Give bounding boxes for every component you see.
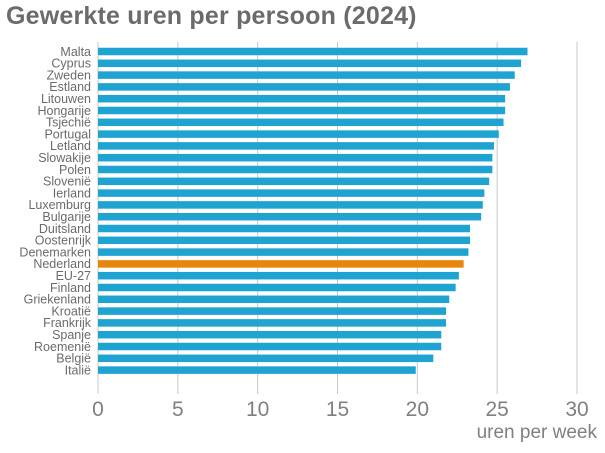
- bar-ierland: [98, 189, 485, 197]
- bar-bulgarije: [98, 212, 482, 221]
- category-label-polen: Polen: [59, 163, 91, 177]
- x-tick-label-30: 30: [565, 398, 588, 421]
- bar-nederland: [98, 260, 464, 268]
- bar-luxemburg: [98, 201, 483, 209]
- category-label-roemeni-: Roemenië: [34, 340, 91, 354]
- category-label-denemarken: Denemarken: [19, 245, 91, 259]
- category-label-frankrijk: Frankrijk: [43, 316, 92, 330]
- bar-estland: [98, 83, 510, 91]
- bar-litouwen: [98, 94, 506, 103]
- bar-duitsland: [98, 224, 471, 233]
- category-label-hongarije: Hongarije: [37, 104, 91, 118]
- category-label-itali-: Italië: [65, 363, 91, 377]
- category-label-belgi-: België: [56, 352, 91, 366]
- category-label-estland: Estland: [49, 80, 91, 94]
- category-label-cyprus: Cyprus: [51, 57, 91, 71]
- category-label-griekenland: Griekenland: [24, 293, 91, 307]
- bar-malta: [98, 47, 528, 56]
- x-tick-label-20: 20: [406, 398, 429, 421]
- category-label-slowakije: Slowakije: [38, 151, 91, 165]
- category-label-finland: Finland: [50, 281, 91, 295]
- x-tick-label-10: 10: [246, 398, 269, 421]
- chart-title: Gewerkte uren per persoon (2024): [6, 2, 417, 30]
- bar-hongarije: [98, 106, 506, 115]
- bar-denemarken: [98, 248, 469, 256]
- bar-oostenrijk: [98, 236, 471, 245]
- bar-finland: [98, 283, 456, 292]
- bar-tsjechi-: [98, 118, 504, 127]
- category-label-tsjechi-: Tsjechië: [46, 116, 91, 130]
- category-label-spanje: Spanje: [52, 328, 91, 342]
- bar-eu-27: [98, 271, 459, 280]
- category-label-zweden: Zweden: [47, 68, 92, 82]
- category-label-ierland: Ierland: [53, 186, 91, 200]
- category-label-duitsland: Duitsland: [39, 222, 91, 236]
- category-label-oostenrijk: Oostenrijk: [35, 234, 92, 248]
- bar-letland: [98, 142, 494, 150]
- category-label-eu-27: EU-27: [56, 269, 91, 283]
- bar-belgi-: [98, 354, 434, 363]
- bar-zweden: [98, 71, 515, 79]
- category-label-sloveni-: Slovenië: [43, 175, 91, 189]
- bar-cyprus: [98, 59, 522, 68]
- category-label-malta: Malta: [60, 45, 91, 59]
- x-tick-label-25: 25: [485, 398, 508, 421]
- bar-sloveni-: [98, 177, 490, 186]
- category-label-portugal: Portugal: [44, 127, 91, 141]
- x-tick-label-15: 15: [326, 398, 349, 421]
- category-label-luxemburg: Luxemburg: [28, 198, 91, 212]
- x-tick-label-0: 0: [92, 398, 104, 421]
- category-label-letland: Letland: [50, 139, 91, 153]
- x-tick-label-5: 5: [172, 398, 184, 421]
- bar-frankrijk: [98, 319, 447, 327]
- bar-portugal: [98, 130, 499, 138]
- category-label-kroati-: Kroatië: [51, 304, 91, 318]
- category-label-nederland: Nederland: [33, 257, 91, 271]
- bar-slowakije: [98, 153, 493, 162]
- bar-itali-: [98, 366, 416, 374]
- bar-kroati-: [98, 307, 447, 315]
- bar-griekenland: [98, 295, 450, 304]
- bar-roemeni-: [98, 342, 442, 351]
- category-label-bulgarije: Bulgarije: [42, 210, 91, 224]
- bar-spanje: [98, 330, 442, 339]
- x-axis-label: uren per week: [477, 422, 598, 443]
- bar-polen: [98, 165, 493, 174]
- category-label-litouwen: Litouwen: [41, 92, 91, 106]
